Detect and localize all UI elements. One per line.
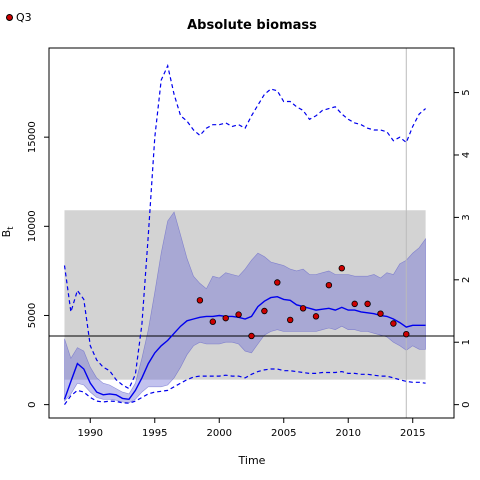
legend-marker-q3 [6, 14, 13, 21]
legend: Q3 [6, 11, 32, 24]
q3-point [403, 330, 410, 338]
y2-tick-label: 1 [461, 339, 472, 345]
legend-label-q3: Q3 [16, 11, 32, 24]
x-tick-label: 2005 [271, 428, 296, 439]
y2-tick-label: 4 [461, 152, 472, 158]
y-axis-label-subscript: t [6, 227, 15, 230]
q3-point [299, 305, 307, 312]
y2-tick-label: 3 [461, 214, 472, 220]
q3-point [351, 300, 358, 308]
y-axis-label-main: B [0, 230, 13, 238]
y2-tick-label: 5 [461, 89, 472, 95]
x-tick-label: 1995 [142, 428, 167, 439]
q3-point [338, 265, 345, 272]
q3-point [248, 332, 255, 340]
y-tick-label: 0 [27, 401, 38, 407]
x-tick-label: 2010 [336, 428, 361, 439]
q3-point [312, 313, 320, 320]
q3-point [274, 279, 281, 286]
x-tick-label: 2015 [400, 428, 425, 439]
confidence-band [64, 211, 426, 404]
q3-point [261, 307, 268, 315]
q3-point [235, 311, 242, 318]
y-tick-label: 5000 [27, 303, 38, 328]
y-axis-label: Bt [0, 227, 15, 238]
q3-point [286, 316, 294, 324]
x-tick-label: 1990 [78, 428, 103, 439]
lower-bound-line [64, 368, 426, 405]
y2-tick-label: 0 [461, 401, 472, 407]
chart-title: Absolute biomass [187, 18, 317, 33]
q3-point [364, 300, 371, 308]
gray-reference-band [64, 210, 426, 380]
q3-point [377, 310, 384, 317]
plot-area: 1990 1995 2000 2005 2010 2015 0 5000 10000 15000 0… [27, 47, 472, 439]
q3-point [196, 297, 204, 304]
q3-point [390, 320, 397, 327]
q3-point [209, 318, 217, 325]
y2-tick-label: 2 [461, 277, 472, 283]
upper-bound-line [63, 63, 426, 390]
q3-point [222, 314, 229, 322]
x-tick-label: 2000 [207, 428, 232, 439]
biomass-line [63, 295, 426, 401]
x-axis-label: Time [238, 454, 266, 467]
q3-point [325, 281, 333, 289]
plot-frame [48, 47, 455, 419]
y-tick-label: 15000 [27, 121, 38, 153]
y-tick-label: 10000 [27, 210, 38, 242]
